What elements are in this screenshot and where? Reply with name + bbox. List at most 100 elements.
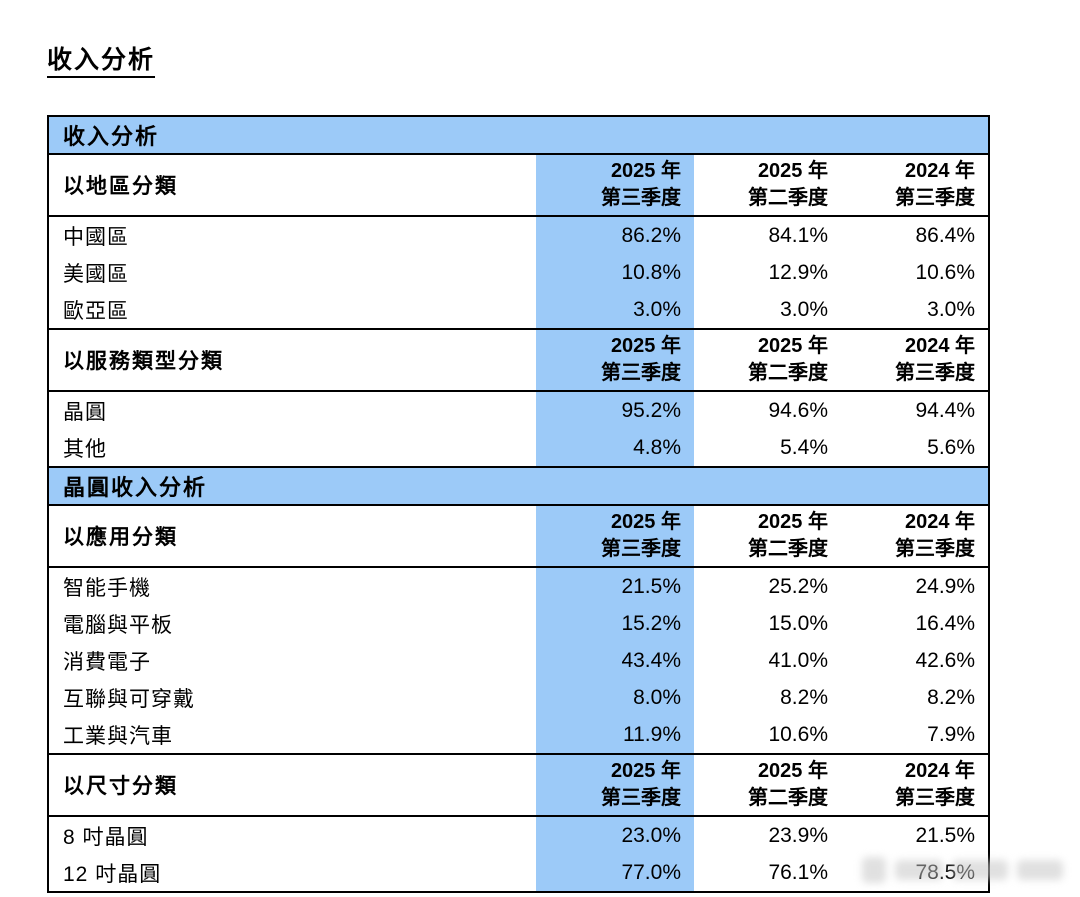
- cell-value: 3.0%: [927, 297, 976, 321]
- column-header-line2: 第二季度: [748, 187, 828, 209]
- column-header-2024-q3: 2024 年 第三季度: [841, 153, 990, 217]
- column-header-line1: 2025 年: [610, 760, 681, 782]
- cell-value: 24.9%: [915, 574, 976, 598]
- cell-value: 23.0%: [536, 816, 694, 854]
- column-header-line1: 2025 年: [757, 511, 828, 533]
- cell-value: 10.6%: [915, 260, 976, 284]
- row-label: 歐亞區: [63, 299, 129, 323]
- watermark-blob: [862, 857, 886, 883]
- row-label: 12 吋晶圓: [63, 862, 162, 886]
- cell-value: 8.0%: [536, 679, 694, 716]
- column-header-line2: 第二季度: [748, 362, 828, 384]
- cell-value: 41.0%: [768, 648, 828, 672]
- column-header-line2: 第三季度: [895, 538, 976, 560]
- cell-value: 7.9%: [927, 722, 976, 746]
- column-header-2024-q3: 2024 年 第三季度: [841, 328, 990, 392]
- table-row-wafer: 晶圓 95.2% 94.6% 94.4%: [48, 391, 989, 429]
- cell-value: 8.2%: [927, 685, 976, 709]
- column-header-line1: 2024 年: [904, 760, 976, 782]
- cell-value: 94.4%: [915, 398, 976, 422]
- group-label-size: 以尺寸分類: [48, 753, 536, 817]
- column-header-line2: 第三季度: [601, 538, 681, 560]
- cell-value: 4.8%: [536, 429, 694, 467]
- table-row-consumer-electronics: 消費電子 43.4% 41.0% 42.6%: [48, 642, 989, 679]
- table-row-others: 其他 4.8% 5.4% 5.6%: [48, 429, 989, 467]
- page-title: 收入分析: [47, 46, 156, 74]
- cell-value: 10.8%: [536, 254, 694, 291]
- row-label: 中國區: [63, 225, 129, 249]
- watermark-blob: [952, 860, 1008, 880]
- watermark-blob: [1017, 860, 1063, 880]
- watermark-icon: [862, 850, 1072, 890]
- column-header-line2: 第三季度: [601, 787, 681, 809]
- column-header-2025-q3: 2025 年 第三季度: [536, 328, 694, 392]
- cell-value: 12.9%: [768, 260, 828, 284]
- column-header-line2: 第三季度: [895, 787, 976, 809]
- column-header-2025-q2: 2025 年 第二季度: [694, 504, 841, 568]
- cell-value: 42.6%: [915, 648, 976, 672]
- cell-value: 8.2%: [780, 685, 828, 709]
- cell-value: 21.5%: [536, 567, 694, 605]
- row-label: 其他: [63, 437, 107, 461]
- table-row-8inch-wafer: 8 吋晶圓 23.0% 23.9% 21.5%: [48, 816, 989, 854]
- cell-value: 86.4%: [915, 223, 976, 247]
- cell-value: 21.5%: [915, 823, 976, 847]
- cell-value: 3.0%: [780, 297, 828, 321]
- row-label: 8 吋晶圓: [63, 825, 149, 849]
- column-header-line2: 第三季度: [601, 187, 681, 209]
- table-row-computer-tablet: 電腦與平板 15.2% 15.0% 16.4%: [48, 605, 989, 642]
- column-header-2024-q3: 2024 年 第三季度: [841, 504, 990, 568]
- row-label: 智能手機: [63, 576, 151, 600]
- column-header-2025-q3: 2025 年 第三季度: [536, 753, 694, 817]
- cell-value: 77.0%: [536, 854, 694, 892]
- cell-value: 16.4%: [915, 611, 976, 635]
- cell-value: 76.1%: [768, 860, 828, 884]
- row-label: 消費電子: [63, 650, 151, 674]
- table-row-12inch-wafer: 12 吋晶圓 77.0% 76.1% 78.5%: [48, 854, 989, 892]
- column-header-2024-q3: 2024 年 第三季度: [841, 753, 990, 817]
- column-header-line1: 2024 年: [904, 511, 976, 533]
- section-banner-wafer-revenue: 晶圓收入分析: [48, 466, 990, 506]
- section-banner-row: 晶圓收入分析: [48, 466, 990, 506]
- column-header-line1: 2024 年: [904, 160, 976, 182]
- cell-value: 15.2%: [536, 605, 694, 642]
- column-header-2025-q3: 2025 年 第三季度: [536, 153, 694, 217]
- cell-value: 5.4%: [780, 435, 828, 459]
- group-header-row-application: 以應用分類 2025 年 第三季度 2025 年 第二季度 2024 年 第三季…: [48, 504, 990, 568]
- row-label: 晶圓: [63, 400, 107, 424]
- section-banner-revenue: 收入分析: [48, 115, 990, 155]
- table-row-china: 中國區 86.2% 84.1% 86.4%: [48, 216, 989, 254]
- column-header-line2: 第三季度: [895, 362, 976, 384]
- cell-value: 15.0%: [768, 611, 828, 635]
- column-header-line2: 第二季度: [748, 538, 828, 560]
- cell-value: 5.6%: [927, 435, 976, 459]
- cell-value: 86.2%: [536, 216, 694, 254]
- column-header-line2: 第二季度: [748, 787, 828, 809]
- column-header-line1: 2024 年: [904, 335, 976, 357]
- column-header-line1: 2025 年: [757, 160, 828, 182]
- group-header-row-service: 以服務類型分類 2025 年 第三季度 2025 年 第二季度 2024 年 第…: [48, 328, 990, 392]
- column-header-line2: 第三季度: [601, 362, 681, 384]
- table-row-smartphone: 智能手機 21.5% 25.2% 24.9%: [48, 567, 989, 605]
- cell-value: 95.2%: [536, 391, 694, 429]
- cell-value: 23.9%: [768, 823, 828, 847]
- row-label: 互聯與可穿戴: [63, 687, 195, 711]
- column-header-2025-q2: 2025 年 第二季度: [694, 328, 841, 392]
- row-label: 美國區: [63, 262, 129, 286]
- row-label: 工業與汽車: [63, 724, 173, 748]
- revenue-analysis-table: 收入分析 以地區分類 2025 年 第三季度 2025 年 第二季度 2024 …: [47, 115, 991, 893]
- cell-value: 94.6%: [768, 398, 828, 422]
- cell-value: 10.6%: [768, 722, 828, 746]
- column-header-2025-q3: 2025 年 第三季度: [536, 504, 694, 568]
- section-banner-row: 收入分析: [48, 115, 990, 155]
- column-header-line1: 2025 年: [757, 760, 828, 782]
- group-label-service: 以服務類型分類: [48, 328, 536, 392]
- column-header-line1: 2025 年: [610, 511, 681, 533]
- table-row-usa: 美國區 10.8% 12.9% 10.6%: [48, 254, 989, 291]
- column-header-2025-q2: 2025 年 第二季度: [694, 153, 841, 217]
- watermark-blob: [895, 860, 943, 880]
- cell-value: 3.0%: [536, 291, 694, 329]
- column-header-2025-q2: 2025 年 第二季度: [694, 753, 841, 817]
- group-header-row-region: 以地區分類 2025 年 第三季度 2025 年 第二季度 2024 年 第三季…: [48, 153, 990, 217]
- cell-value: 11.9%: [536, 716, 694, 754]
